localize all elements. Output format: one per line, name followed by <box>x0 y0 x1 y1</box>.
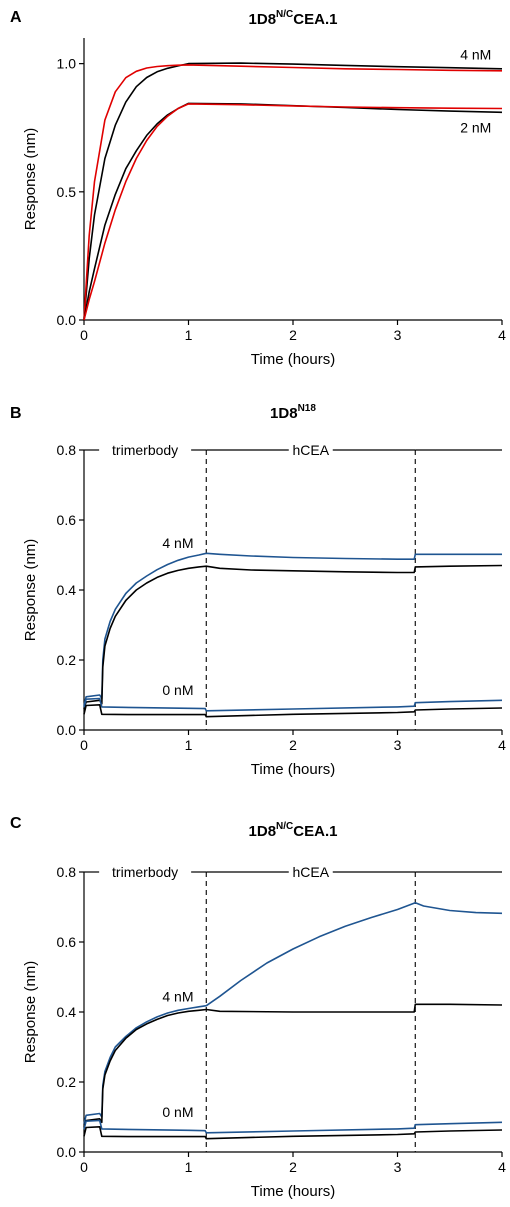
chart-title-main: 1D8 <box>249 823 277 840</box>
x-tick-label: 4 <box>498 737 506 753</box>
chart-title: 1D8N/CCEA.1 <box>249 821 338 840</box>
series-line-2 <box>83 564 503 710</box>
y-tick-label: 0.0 <box>57 1144 77 1160</box>
x-axis-label: Time (hours) <box>251 351 335 368</box>
y-tick-label: 0.2 <box>57 652 77 668</box>
x-axis-label: Time (hours) <box>251 761 335 778</box>
series-line-1 <box>83 901 503 1125</box>
series-line-1 <box>83 552 502 706</box>
x-tick-label: 3 <box>394 737 402 753</box>
x-tick-label: 1 <box>185 327 193 343</box>
y-tick-label: 0.6 <box>57 934 77 950</box>
panel-b: B 1D8N18 0 1 2 3 4 0.0 0.2 0.4 0.6 0.8 Time (hours) R… <box>10 403 506 778</box>
chart-title-main: 1D8 <box>270 405 298 422</box>
panel-letter: C <box>10 815 22 832</box>
chart-title: 1D8N/CCEA.1 <box>249 9 338 28</box>
x-axis-label: Time (hours) <box>251 1183 335 1200</box>
y-tick-label: 0.0 <box>57 312 77 328</box>
y-axis-label: Response (nm) <box>22 128 39 231</box>
series-line-4 <box>83 103 503 321</box>
chart-title-rest: CEA.1 <box>293 11 337 28</box>
series-line-2 <box>83 1003 503 1128</box>
phase-label: hCEA <box>292 442 329 458</box>
panel-c: C 1D8N/CCEA.1 0 1 2 3 4 0.0 0.2 0.4 0.6 0.8 Time (ho… <box>10 815 506 1200</box>
phase-label: trimerbody <box>112 442 178 458</box>
x-tick-label: 2 <box>289 737 297 753</box>
y-tick-label: 0.8 <box>57 442 77 458</box>
chart-title-main: 1D8 <box>249 11 277 28</box>
y-tick-label: 1.0 <box>57 56 77 72</box>
series-line-4 <box>83 1126 503 1140</box>
x-tick-label: 0 <box>80 1159 88 1175</box>
series-line-4 <box>83 703 503 718</box>
y-tick-label: 0.4 <box>57 1004 77 1020</box>
panel-a: A 1D8N/CCEA.1 0 1 2 3 4 0.0 0.5 1.0 Time (hours) Re… <box>10 9 506 368</box>
panel-letter: B <box>10 405 22 422</box>
chart-title-sup: N/C <box>276 821 293 832</box>
y-tick-label: 0.8 <box>57 864 77 880</box>
x-tick-label: 3 <box>394 327 402 343</box>
series-line-3 <box>83 102 503 321</box>
y-tick-label: 0.2 <box>57 1074 77 1090</box>
x-tick-label: 4 <box>498 1159 506 1175</box>
phase-label: hCEA <box>292 864 329 880</box>
x-tick-label: 4 <box>498 327 506 343</box>
series-line-3 <box>83 697 503 712</box>
y-tick-label: 0.4 <box>57 582 77 598</box>
chart-title: 1D8N18 <box>270 403 316 422</box>
series-annotation: 0 nM <box>162 1104 193 1120</box>
y-tick-label: 0.5 <box>57 184 77 200</box>
x-tick-label: 2 <box>289 1159 297 1175</box>
x-tick-label: 2 <box>289 327 297 343</box>
panel-letter: A <box>10 9 22 26</box>
y-axis-label: Response (nm) <box>22 539 39 642</box>
series-line-2 <box>83 64 503 321</box>
chart-title-sup: N18 <box>298 403 317 414</box>
phase-label: trimerbody <box>112 864 178 880</box>
x-tick-label: 1 <box>185 737 193 753</box>
y-tick-label: 0.0 <box>57 722 77 738</box>
series-line-1 <box>83 62 503 321</box>
x-tick-label: 0 <box>80 737 88 753</box>
y-tick-label: 0.6 <box>57 512 77 528</box>
x-tick-label: 3 <box>394 1159 402 1175</box>
y-axis-label: Response (nm) <box>22 961 39 1064</box>
chart-title-sup: N/C <box>276 9 293 20</box>
series-annotation: 4 nM <box>162 988 193 1004</box>
series-annotation: 2 nM <box>460 120 491 136</box>
series-annotation: 4 nM <box>460 47 491 63</box>
series-line-3 <box>83 1119 503 1134</box>
series-annotation: 4 nM <box>162 535 193 551</box>
x-tick-label: 1 <box>185 1159 193 1175</box>
x-tick-label: 0 <box>80 327 88 343</box>
chart-title-rest: CEA.1 <box>293 823 337 840</box>
series-annotation: 0 nM <box>162 682 193 698</box>
